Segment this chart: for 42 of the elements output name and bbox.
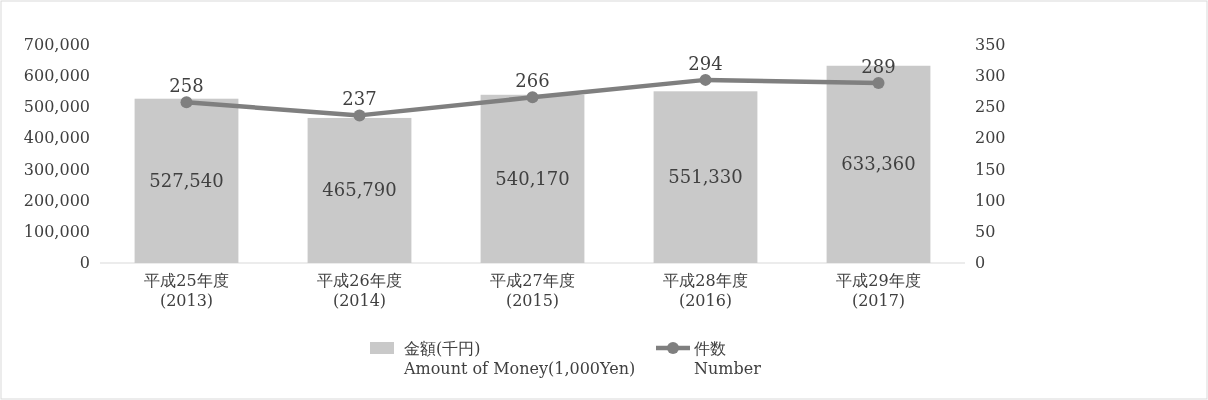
data-label: 527,540 xyxy=(149,169,224,191)
point xyxy=(180,96,193,109)
y2-tick-label: 100 xyxy=(975,190,1006,210)
point xyxy=(526,91,539,104)
y2-tick-label: 250 xyxy=(975,97,1006,117)
y2-tick-label: 300 xyxy=(975,66,1006,86)
y2-tick-label: 350 xyxy=(975,35,1006,54)
y-tick-label: 700,000 xyxy=(23,35,90,54)
data-label: 294 xyxy=(688,52,723,74)
point xyxy=(353,109,366,122)
y-tick-label: 500,000 xyxy=(23,97,90,117)
data-label: 289 xyxy=(861,55,896,77)
x-tick-label: 平成26年度 (2014) xyxy=(317,271,402,310)
y-tick-label: 100,000 xyxy=(23,221,90,241)
y2-tick-label: 50 xyxy=(975,221,996,241)
y-tick-label: 0 xyxy=(79,253,90,272)
y-tick-label: 400,000 xyxy=(23,128,90,148)
bar xyxy=(653,91,758,263)
data-label: 551,330 xyxy=(668,166,743,188)
data-label: 633,360 xyxy=(841,153,916,175)
x-tick-label: 平成29年度 (2017) xyxy=(836,271,921,310)
legend-label: 金額(千円) Amount of Money(1,000Yen) xyxy=(403,339,636,378)
data-label: 465,790 xyxy=(322,179,397,201)
bar xyxy=(307,117,412,263)
bar xyxy=(480,94,585,263)
legend-label: 件数 Number xyxy=(694,339,762,378)
y-tick-label: 200,000 xyxy=(23,190,90,210)
x-tick-label: 平成25年度 (2013) xyxy=(144,271,229,310)
point xyxy=(872,76,885,89)
x-tick-label: 平成28年度 (2016) xyxy=(663,271,748,310)
data-label: 237 xyxy=(342,88,377,110)
x-tick-label: 平成27年度 (2015) xyxy=(490,271,575,310)
point xyxy=(699,73,712,86)
y-tick-label: 600,000 xyxy=(23,66,90,86)
data-label: 266 xyxy=(515,70,550,92)
data-label: 258 xyxy=(169,75,204,97)
y-tick-label: 300,000 xyxy=(23,159,90,179)
y2-tick-label: 200 xyxy=(975,128,1006,148)
y2-tick-label: 150 xyxy=(975,159,1006,179)
y2-tick-label: 0 xyxy=(975,253,986,272)
bar xyxy=(134,98,239,263)
data-label: 540,170 xyxy=(495,167,570,189)
